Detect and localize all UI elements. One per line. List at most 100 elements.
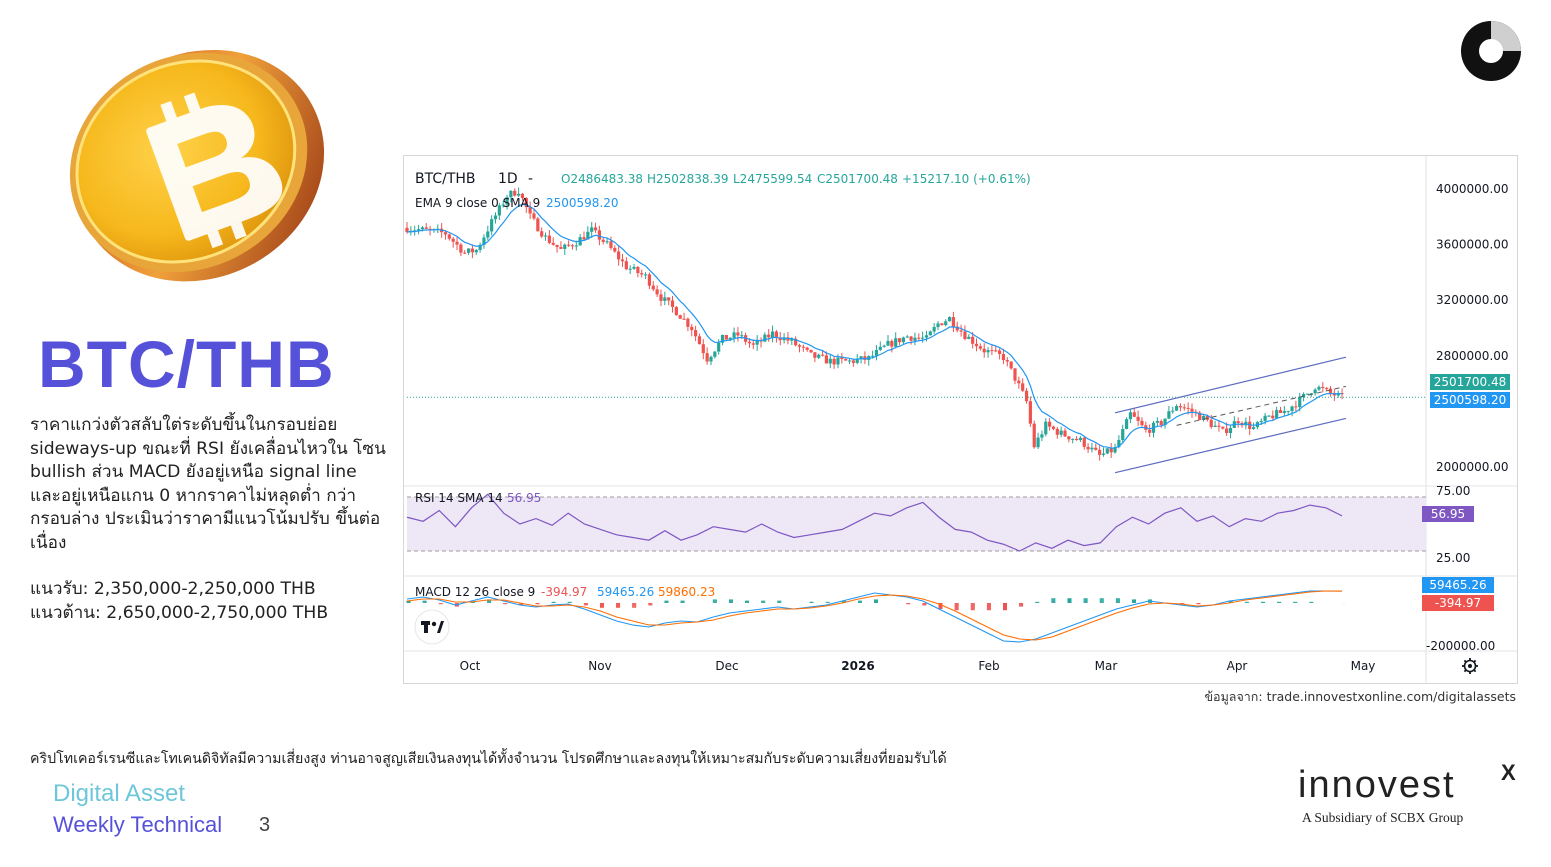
pair-title: BTC/THB [38, 327, 335, 401]
tradingview-logo-icon[interactable] [414, 609, 450, 645]
candle-body [574, 245, 578, 247]
price-tick-label: 3200000.00 [1436, 293, 1509, 307]
candle-body [416, 229, 421, 231]
analysis-text: ราคาแกว่งตัวสลับใต่ระดับขึ้นในกรอบย่อย s… [30, 415, 386, 553]
candle-body [1186, 407, 1190, 409]
candle-body [1225, 428, 1229, 434]
candle-body [536, 218, 540, 232]
candle-body [1132, 412, 1136, 417]
candle-body [486, 231, 490, 238]
macd-signal-value: 59860.23 [658, 585, 715, 599]
candle-body [405, 227, 409, 232]
candle-body [470, 248, 475, 253]
candle-body [1024, 390, 1029, 402]
candle-body [490, 219, 494, 232]
candle-body [1051, 426, 1056, 429]
candle-body [601, 239, 605, 242]
time-tick-label: Oct [460, 659, 481, 673]
candle-body [913, 337, 917, 341]
candle-body [567, 244, 571, 246]
candle-body [1282, 411, 1286, 414]
time-tick-label: Nov [588, 659, 611, 673]
candle-body [1105, 448, 1109, 454]
candle-body [817, 354, 821, 358]
candle-body [982, 348, 986, 353]
candle-body [1278, 410, 1283, 414]
candle-body [609, 241, 613, 248]
ema-value: 2500598.20 [546, 196, 619, 210]
candle-body [1101, 453, 1106, 455]
circle-logo-icon [1460, 20, 1522, 82]
candle-body [882, 345, 886, 347]
candle-body [582, 237, 586, 240]
candle-body [1301, 393, 1306, 398]
candle-body [1159, 421, 1163, 426]
ohlc-open: O2486483.38 [561, 172, 643, 186]
candle-body [1098, 449, 1102, 455]
candle-body [532, 213, 536, 219]
candle-body [413, 230, 417, 232]
candle-body [620, 259, 625, 262]
candle-body [617, 251, 621, 260]
candle-body [559, 247, 563, 249]
candle-body [1267, 415, 1271, 417]
time-tick-label: Feb [978, 659, 999, 673]
macd-signal-line [406, 590, 1343, 641]
candle-body [1028, 401, 1032, 424]
price-tick-label: 3600000.00 [1436, 238, 1509, 252]
candle-body [905, 336, 909, 338]
candle-body [978, 346, 982, 349]
last-price-label: 2501700.48 [1434, 375, 1507, 389]
candle-body [1313, 389, 1317, 394]
candle-body [705, 353, 709, 362]
footer-line-1: Digital Asset [53, 780, 186, 807]
candle-body [528, 207, 532, 214]
candle-body [597, 230, 601, 240]
candle-body [655, 289, 659, 295]
price-chart[interactable]: BTC/THB 1D - O2486483.38 H2502838.39 L24… [403, 155, 1518, 684]
candle-body [932, 327, 936, 332]
ohlc-high: H2502838.39 [647, 172, 729, 186]
candle-body [840, 357, 844, 360]
candle-body [590, 227, 594, 232]
candle-body [667, 297, 671, 301]
ema-line [406, 203, 1343, 449]
gear-icon[interactable] [1462, 658, 1478, 674]
macd-line-value: 59465.26 [597, 585, 654, 599]
candle-body [963, 331, 967, 340]
candle-body [813, 352, 817, 358]
candle-body [459, 244, 463, 253]
candle-body [874, 349, 879, 356]
macd-tag-2 [1422, 595, 1494, 611]
rsi-axis-top: 75.00 [1436, 484, 1470, 498]
candle-body [1082, 437, 1086, 447]
candle-body [1294, 406, 1298, 408]
candle-body [1113, 447, 1117, 453]
candle-body [697, 336, 702, 345]
rsi-value-tag-text: 56.95 [1431, 507, 1465, 521]
candle-body [543, 235, 548, 237]
candle-body [1109, 448, 1113, 453]
candle-body [1005, 360, 1009, 362]
channel-mid [1176, 385, 1347, 426]
candle-body [763, 334, 767, 342]
candle-body [1317, 386, 1321, 390]
candle-body [751, 343, 755, 345]
candle-body [713, 351, 717, 357]
candle-body [1271, 415, 1275, 419]
resistance-level: แนวต้าน: 2,650,000-2,750,000 THB [30, 602, 329, 623]
candle-body [747, 341, 752, 344]
candle-body [790, 338, 794, 341]
price-tick-label: 2000000.00 [1436, 460, 1509, 474]
candle-body [1059, 430, 1063, 435]
candle-body [794, 338, 798, 346]
candle-body [959, 330, 963, 332]
candle-body [1140, 420, 1144, 426]
chart-separator: - [528, 171, 533, 187]
candle-body [1182, 407, 1186, 409]
candle-body [901, 337, 905, 343]
candle-body [690, 326, 694, 331]
candle-body [1055, 428, 1059, 435]
time-tick-label: 2026 [841, 659, 874, 673]
candle-body [736, 332, 740, 336]
